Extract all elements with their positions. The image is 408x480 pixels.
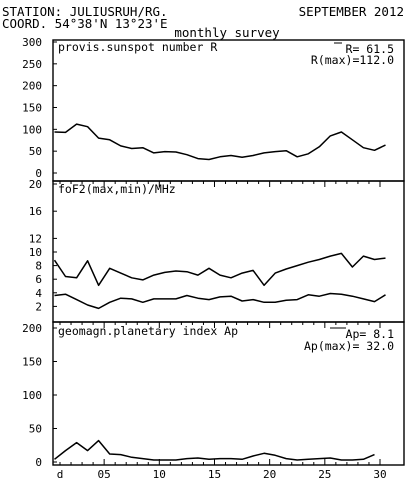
y-tick-label: 50 [29,423,42,436]
sunspot-max-label: R(max)=112.0 [311,53,394,67]
y-tick-label: 100 [22,123,42,136]
ap-max-label: Ap(max)= 32.0 [304,339,394,353]
survey-subtitle: monthly survey [174,25,280,40]
y-tick-label: 16 [29,205,42,218]
y-tick-label: 12 [29,232,42,245]
x-tick-label: 30 [373,468,386,480]
y-tick-label: 4 [35,287,42,300]
sunspot-series-line [54,123,386,161]
ap-mean-label: Ap= 8.1 [346,327,395,341]
ap-panel-frame [52,321,405,466]
y-tick-label: 0 [35,167,42,180]
y-tick-label: 10 [29,246,42,259]
x-tick-label: d [57,468,64,480]
y-tick-label: 8 [35,260,42,273]
fof2-min-series-line [54,292,386,310]
y-tick-label: 20 [29,178,42,191]
y-tick-label: 150 [22,102,42,115]
y-tick-label: 0 [35,456,42,469]
month-label: SEPTEMBER 2012 [299,4,404,19]
y-tick-label: 2 [35,300,42,313]
coordinates-label: COORD. 54°38'N 13°23'E [2,16,168,31]
y-tick-label: 300 [22,36,42,49]
y-tick-label: 250 [22,58,42,71]
fof2-max-series-line [53,252,386,287]
x-tick-label: 20 [263,468,276,480]
fof2-panel-frame [52,180,405,323]
sunspot-mean-label: R= 61.5 [346,42,394,56]
y-tick-label: 200 [22,322,42,335]
y-tick-label: 50 [29,145,42,158]
sunspot-panel-title: provis.sunspot number R [58,40,217,54]
fof2-panel-title: foF2(max,min)/MHz [58,182,176,196]
y-tick-label: 100 [22,389,42,402]
y-tick-label: 6 [35,273,42,286]
ap-series-line [54,439,375,461]
y-tick-label: 200 [22,80,42,93]
station-label: STATION: JULIUSRUH/RG. [2,4,168,19]
ap-panel-title: geomagn.planetary index Ap [58,324,238,338]
x-tick-label: 15 [208,468,221,480]
x-tick-label: 25 [318,468,331,480]
x-tick-label: 05 [98,468,111,480]
x-tick-label: 10 [153,468,166,480]
y-tick-label: 150 [22,356,42,369]
